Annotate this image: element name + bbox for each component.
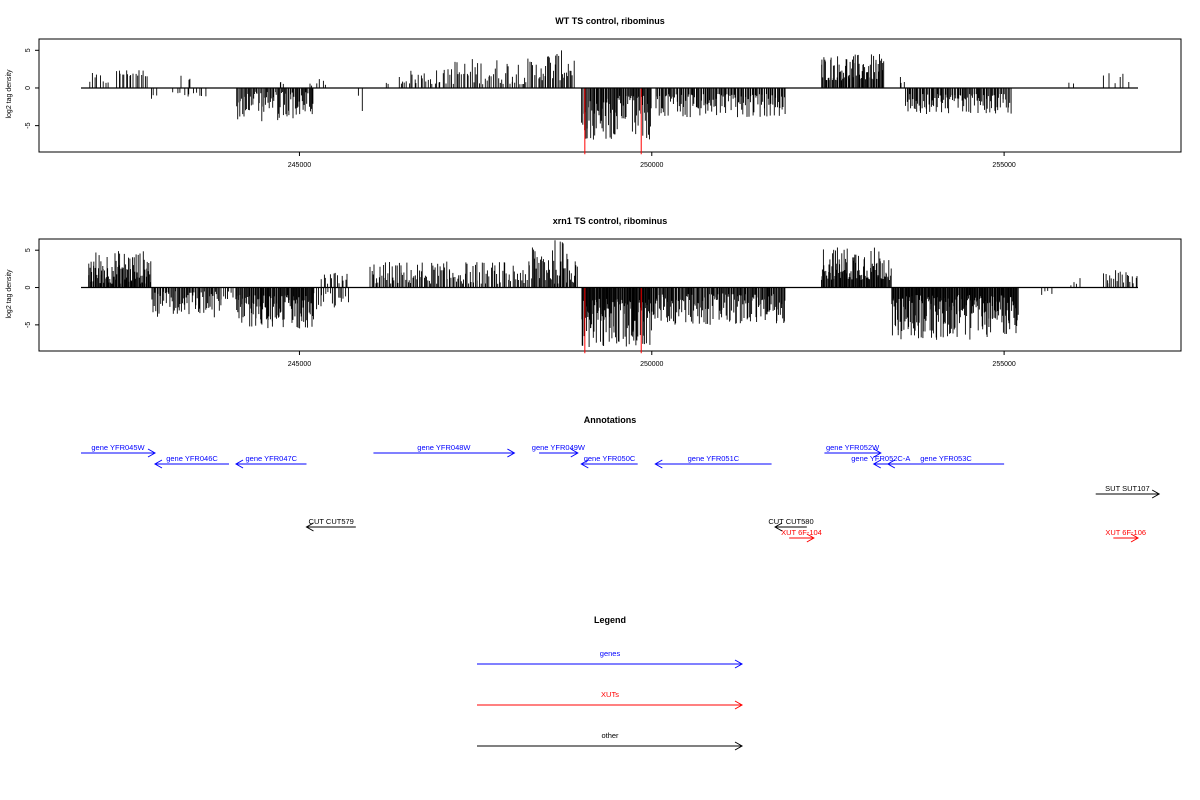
feature-arrow: [1113, 533, 1140, 543]
legend-arrow: [477, 741, 744, 751]
wt-track-ylabel: log2 tag density: [6, 69, 13, 119]
wt-track-x-axis: 245000 250000 255000: [288, 152, 1016, 169]
legend-arrow: [477, 659, 744, 669]
xrn1-track-title: xrn1 TS control, ribominus: [553, 216, 668, 226]
legend-title: Legend: [594, 615, 626, 625]
feature-label: gene YFR050C: [584, 454, 636, 463]
xrn1-track-x-axis: 245000 250000 255000: [288, 351, 1016, 368]
legend-panel: Legend genes XUTs other: [477, 615, 744, 751]
feature-arrow: [373, 448, 516, 458]
feature-arrow: [789, 533, 815, 543]
wt-x-tick-label: 250000: [640, 162, 663, 169]
wt-x-tick-label: 245000: [288, 162, 311, 169]
feature-label: gene YFR053C: [920, 454, 972, 463]
wt-track-panel: WT TS control, ribominus log2 tag densit…: [6, 16, 1182, 169]
feature-label: XUT 6F-106: [1105, 528, 1146, 537]
feature-label: XUT 6F-104: [781, 528, 822, 537]
xrn1-track-ylabel: log2 tag density: [6, 269, 13, 319]
feature-label: gene YFR045W: [91, 443, 145, 452]
feature-label: gene YFR047C: [246, 454, 298, 463]
annotations-title: Annotations: [584, 415, 637, 425]
wt-track-y-axis: -5 0 5: [25, 48, 39, 129]
xrn1-track-frame: [38, 238, 1182, 352]
xrn1-y-tick-label: 0: [25, 285, 32, 289]
feature-label: CUT CUT579: [309, 517, 354, 526]
legend-label: XUTs: [601, 690, 619, 699]
feature-arrow: [580, 459, 638, 469]
feature-arrow: [153, 459, 229, 469]
xrn1-x-tick-label: 255000: [992, 361, 1015, 368]
feature-arrow: [886, 459, 1005, 469]
xrn1-track-y-axis: -5 0 5: [25, 248, 39, 328]
xrn1-track-bars: [88, 240, 1138, 354]
wt-y-tick-label: 5: [25, 48, 32, 52]
wt-track-bars: [89, 50, 1130, 155]
annotation-features: gene YFR045W gene YFR046C gene YFR047C gene…: [81, 443, 1161, 543]
feature-label: gene YFR052W: [826, 443, 880, 452]
feature-label: CUT CUT580: [768, 517, 813, 526]
wt-y-tick-label: 0: [25, 86, 32, 90]
feature-arrow: [824, 448, 882, 458]
feature-label: gene YFR049W: [532, 443, 586, 452]
feature-arrow: [235, 459, 307, 469]
wt-track-frame: [38, 38, 1182, 153]
feature-arrow: [774, 522, 807, 532]
feature-arrow: [1095, 489, 1161, 499]
xrn1-x-tick-label: 245000: [288, 361, 311, 368]
feature-label: gene YFR048W: [417, 443, 471, 452]
wt-track-title: WT TS control, ribominus: [555, 16, 665, 26]
feature-arrow: [872, 459, 888, 469]
feature-arrow: [305, 522, 356, 532]
xrn1-x-tick-label: 250000: [640, 361, 663, 368]
feature-label: gene YFR051C: [688, 454, 740, 463]
xrn1-track-panel: xrn1 TS control, ribominus log2 tag dens…: [6, 216, 1182, 368]
feature-arrow: [539, 448, 579, 458]
legend-label: other: [601, 731, 619, 740]
feature-label: gene YFR046C: [166, 454, 218, 463]
legend-arrow: [477, 700, 744, 710]
feature-arrow: [81, 448, 156, 458]
wt-y-tick-label: -5: [25, 122, 32, 128]
xrn1-y-tick-label: -5: [25, 322, 32, 328]
legend-items: genes XUTs other: [477, 649, 744, 751]
feature-label: SUT SUT107: [1105, 484, 1149, 493]
wt-x-tick-label: 255000: [992, 162, 1015, 169]
feature-label: gene YFR052C-A: [851, 454, 910, 463]
xrn1-y-tick-label: 5: [25, 248, 32, 252]
legend-label: genes: [600, 649, 621, 658]
feature-arrow: [654, 459, 772, 469]
